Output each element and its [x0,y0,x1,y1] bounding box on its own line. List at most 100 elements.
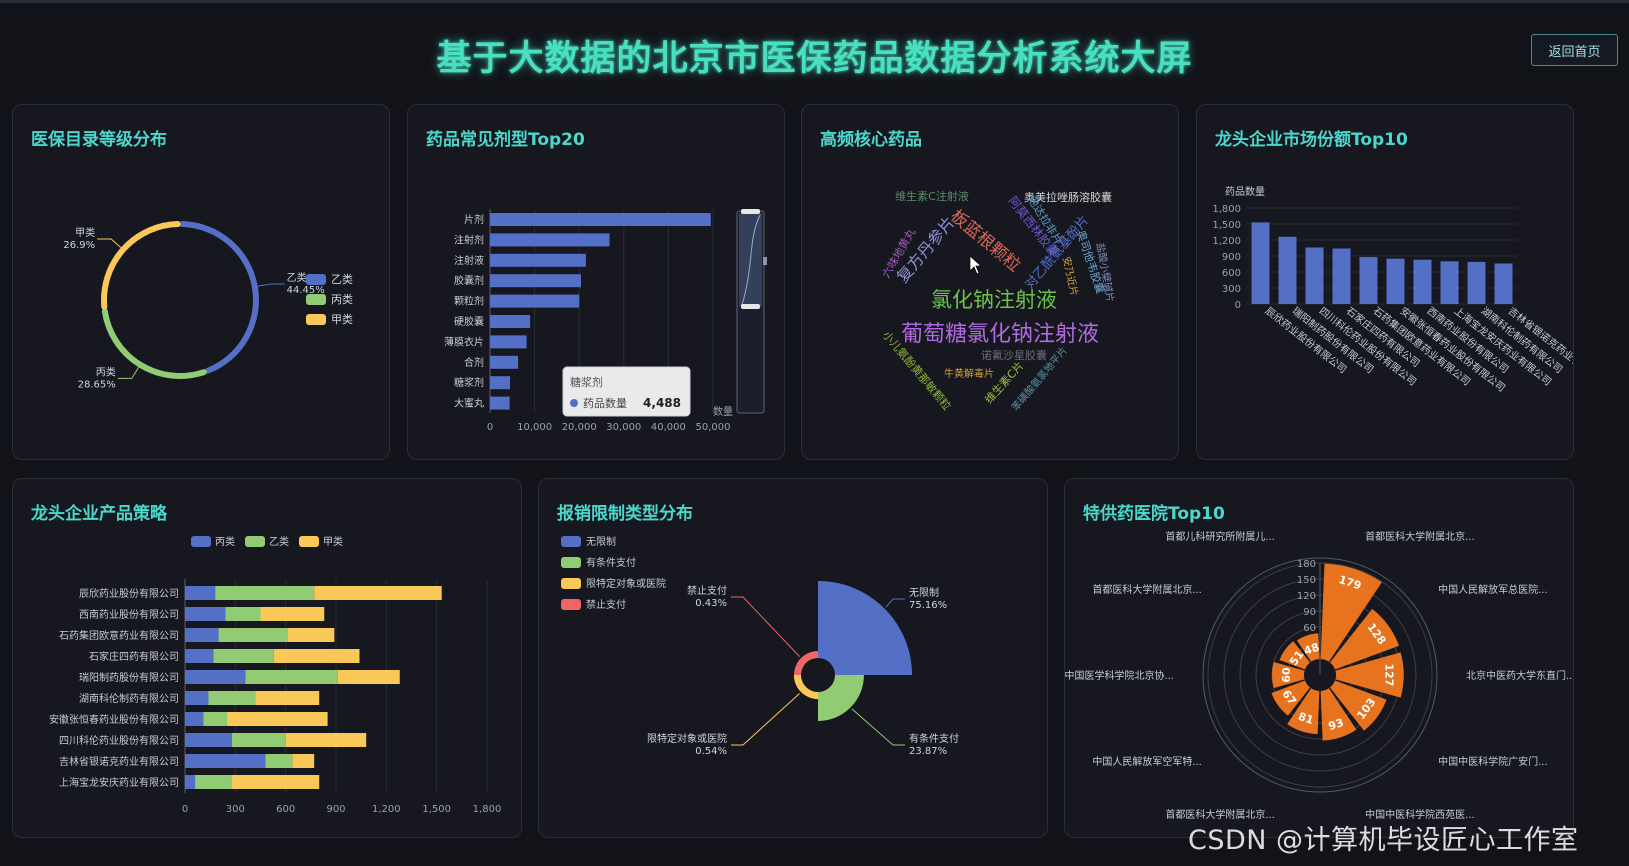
share-bar [1359,257,1378,304]
ring-slice-name: 乙类 [287,271,307,284]
stack-segment-甲类 [287,628,335,642]
y-tick-label: 瑞阳制药股份有限公司 [79,671,179,684]
dosage-bar-注射液 [490,253,586,267]
strategy-stacked-bar-chart: 丙类 乙类 甲类 0 300 600 900 1,200 1,500 1,800 辰欣药业股份有限公… [49,535,502,815]
panel-title: 龙头企业市场份额Top10 [1215,130,1408,150]
stack-segment-乙类 [215,586,315,600]
y-tick-label: 四川科伦药业股份有限公司 [59,734,179,747]
legend-label: 乙类 [331,272,353,286]
angle-category-label: 首都医科大学附属北京... [1365,530,1475,543]
dosage-bar-薄膜衣片 [490,335,527,349]
stack-segment-甲类 [255,691,320,705]
share-bar [1494,263,1513,304]
rose-slice-name: 无限制 [909,586,939,599]
datazoom-grip [763,257,767,265]
rose-leader-line [731,693,800,746]
y-tick-label: 合剂 [464,356,484,369]
x-tick-label: 30,000 [606,422,641,433]
panel-strategy: 龙头企业产品策略 丙类 乙类 甲类 0 300 600 900 1,200 1,500 1,800… [12,478,522,838]
panel-share: 龙头企业市场份额Top10 药品数量 0 300 600 900 1,200 1,500 1,… [1196,104,1574,460]
y-tick-label: 石药集团欧意药业有限公司 [59,629,179,642]
rose-slice-限特定对象或医院 [793,675,818,700]
legend-swatch [561,599,581,610]
stack-segment-乙类 [213,649,274,663]
polar-bar [1271,680,1311,716]
dosage-bar-大蜜丸 [490,396,510,410]
legend-swatch [191,536,211,547]
legend-swatch [299,536,319,547]
y-tick-label: 300 [1222,284,1241,295]
x-tick-label: 1,500 [422,804,451,815]
back-home-button[interactable]: 返回首页 [1531,34,1618,66]
x-tick-label: 300 [226,804,245,815]
x-tick-label: 50,000 [696,422,731,433]
stack-segment-乙类 [225,607,261,621]
dosage-bar-合剂 [490,355,519,369]
stack-segment-甲类 [285,733,367,747]
dosage-bar-chart: 0 10,000 20,000 30,000 40,000 50,000 片剂注射剂注射液胶… [444,209,767,433]
stack-segment-丙类 [185,649,214,663]
angle-category-label: 首都医科大学附属北京... [1165,808,1275,821]
y-tick-label: 注射液 [454,254,484,267]
share-bar [1332,248,1351,304]
panel-reimburse: 报销限制类型分布 无限制 有条件支付 限特定对象或医院 禁止支付 无限制 75.16% 有条… [538,478,1048,838]
share-bar [1305,247,1324,304]
panel-title: 龙头企业产品策略 [31,504,167,524]
stack-segment-甲类 [292,754,315,768]
legend-label: 有条件支付 [586,556,636,569]
polar-bar [1287,688,1320,735]
panel-title: 报销限制类型分布 [557,504,693,524]
stack-segment-甲类 [337,670,400,684]
legend-label: 丙类 [331,292,353,306]
legend-swatch [561,578,581,589]
stack-segment-丙类 [185,775,196,789]
r-tick-label: 150 [1297,575,1316,586]
angle-category-label: 中国医学科学院北京协... [1064,669,1174,682]
word-奥美拉唑肠溶胶囊: 奥美拉唑肠溶胶囊 [1024,190,1112,204]
panel-title: 医保目录等级分布 [31,130,167,150]
stack-segment-丙类 [185,691,209,705]
polar-bar-value: 60 [1280,667,1293,683]
polar-bar [1272,662,1305,688]
rose-slice-name: 禁止支付 [687,584,727,597]
stack-segment-丙类 [185,607,226,621]
ring-leader-line [257,283,285,287]
x-tick-label: 1,800 [473,804,502,815]
y-tick-label: 1,800 [1212,204,1241,215]
tooltip-value: 4,488 [643,396,681,410]
dosage-bar-硬胶囊 [490,315,531,328]
y-tick-label: 薄膜衣片 [444,335,484,348]
reimburse-rose-chart: 无限制有条件支付限特定对象或医院禁止支付无限制75.16%有条件支付23.87%… [561,535,959,757]
polar-outer-ring [1202,557,1438,793]
r-tick-label: 180 [1297,559,1316,570]
y-tick-label: 上海宝龙安庆药业有限公司 [59,776,179,789]
rose-slice-percent: 0.43% [695,598,727,609]
word-牛黄解毒片: 牛黄解毒片 [944,367,994,380]
x-tick-label: 1,200 [372,804,401,815]
legend-label: 甲类 [331,312,353,326]
dosage-bar-糖浆剂 [490,376,511,390]
panel-title: 高频核心药品 [820,130,922,150]
y-tick-label: 湖南科伦制药有限公司 [79,692,179,705]
polar-bar-value: 48 [1302,641,1321,658]
datazoom-handle-bottom [741,304,760,309]
panel-hospital: 特供药医院Top10 306090120150180179首都医科大学附属北京.… [1064,478,1574,838]
word-维生素C注射液: 维生素C注射液 [895,189,969,203]
legend-swatch [306,314,326,325]
dosage-bar-注射剂 [490,233,610,247]
stack-segment-乙类 [195,775,232,789]
y-tick-label: 糖浆剂 [454,376,484,389]
page-title: 基于大数据的北京市医保药品数据分析系统大屏 [436,39,1193,79]
tooltip-box [562,366,691,417]
panel-title: 药品常见剂型Top20 [426,130,585,150]
tooltip-series-name: 药品数量 [583,397,627,410]
panel-title: 特供药医院Top10 [1083,504,1225,524]
share-bar [1278,236,1297,304]
word-安乃近片: 安乃近片 [1060,255,1081,297]
watermark: CSDN @计算机毕设匠心工作室 [1188,825,1579,856]
y-tick-label: 辰欣药业股份有限公司 [79,587,179,600]
x-tick-label: 10,000 [517,422,552,433]
ring-leader-line [97,238,122,248]
y-tick-label: 石家庄四药有限公司 [89,650,179,663]
